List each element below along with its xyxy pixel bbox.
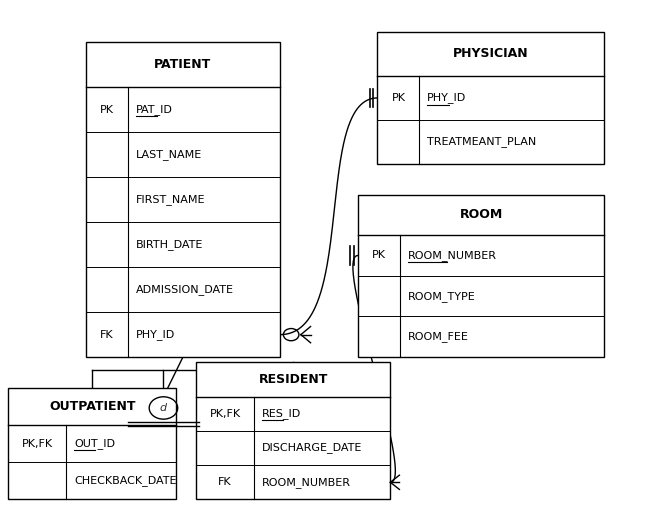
Text: BIRTH_DATE: BIRTH_DATE xyxy=(135,239,203,250)
Text: FIRST_NAME: FIRST_NAME xyxy=(135,194,205,205)
Text: ROOM_NUMBER: ROOM_NUMBER xyxy=(408,250,497,261)
Text: DISCHARGE_DATE: DISCHARGE_DATE xyxy=(262,443,363,453)
Text: PAT_ID: PAT_ID xyxy=(135,104,173,115)
Text: ROOM_NUMBER: ROOM_NUMBER xyxy=(262,477,351,487)
Bar xyxy=(358,195,604,357)
Text: OUTPATIENT: OUTPATIENT xyxy=(49,400,135,413)
Text: PK: PK xyxy=(372,250,386,261)
Text: PHY_ID: PHY_ID xyxy=(135,329,175,340)
Text: ADMISSION_DATE: ADMISSION_DATE xyxy=(135,284,234,295)
Text: OUT_ID: OUT_ID xyxy=(74,438,115,449)
Text: PATIENT: PATIENT xyxy=(154,58,212,71)
Bar xyxy=(378,32,604,164)
Text: PHY_ID: PHY_ID xyxy=(427,92,467,103)
Text: RESIDENT: RESIDENT xyxy=(258,373,327,386)
Text: ROOM_FEE: ROOM_FEE xyxy=(408,331,469,342)
Text: PK,FK: PK,FK xyxy=(21,438,53,449)
Text: LAST_NAME: LAST_NAME xyxy=(135,149,202,160)
Bar xyxy=(8,388,176,499)
Text: d: d xyxy=(160,403,167,413)
Text: PK: PK xyxy=(100,105,114,114)
Text: FK: FK xyxy=(218,477,232,487)
Text: RES_ID: RES_ID xyxy=(262,408,301,419)
Text: PK: PK xyxy=(391,93,406,103)
Bar xyxy=(196,362,391,499)
Text: CHECKBACK_DATE: CHECKBACK_DATE xyxy=(74,475,176,486)
Text: ROOM_TYPE: ROOM_TYPE xyxy=(408,291,476,301)
Bar xyxy=(86,42,280,357)
Text: FK: FK xyxy=(100,330,113,340)
Text: PK,FK: PK,FK xyxy=(210,409,241,419)
Text: PHYSICIAN: PHYSICIAN xyxy=(453,48,529,60)
Text: ROOM: ROOM xyxy=(460,208,503,221)
Text: TREATMEANT_PLAN: TREATMEANT_PLAN xyxy=(427,136,536,148)
